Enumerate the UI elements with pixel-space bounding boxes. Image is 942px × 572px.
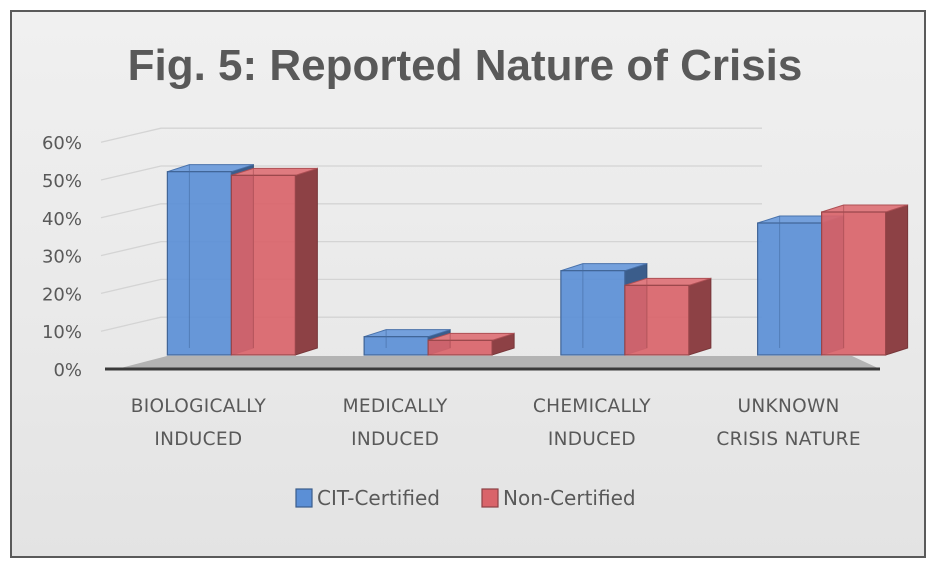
x-tick-label: BIOLOGICALLY xyxy=(131,396,267,417)
y-tick-label: 10% xyxy=(42,322,82,343)
bar-front xyxy=(624,284,690,356)
x-tick-label: INDUCED xyxy=(351,429,439,450)
gridline xyxy=(100,240,762,257)
gridline xyxy=(100,165,762,181)
x-tick-label: UNKNOWN xyxy=(738,396,840,417)
bar-front xyxy=(230,174,296,356)
x-tick-label: CHEMICALLY xyxy=(533,396,651,417)
x-tick-label: MEDICALLY xyxy=(343,396,448,417)
chart-title: Fig. 5: Reported Nature of Crisis xyxy=(128,41,803,90)
bar-side xyxy=(688,277,712,356)
y-tick-label: 0% xyxy=(53,360,82,381)
bar-front xyxy=(821,211,887,356)
x-tick-label: INDUCED xyxy=(548,429,636,450)
bars xyxy=(166,163,909,356)
bar-front xyxy=(427,339,493,356)
axes: 0% 10% 20% 30% 40% 50% 60% BIOLOGICALLY INDUCED M… xyxy=(42,133,880,450)
legend-label: CIT-Certified xyxy=(317,486,440,510)
x-tick-label: INDUCED xyxy=(154,429,242,450)
bar-front xyxy=(560,270,626,356)
bar-side xyxy=(885,204,909,356)
gridline xyxy=(100,203,762,219)
bar xyxy=(230,167,318,356)
bar-front xyxy=(363,336,429,356)
bar-front xyxy=(757,222,823,356)
legend: CIT-Certified Non-Certified xyxy=(295,486,636,510)
chart-floor xyxy=(117,356,880,369)
bar xyxy=(427,332,515,356)
legend-swatch xyxy=(295,488,313,508)
bar xyxy=(821,204,909,356)
bar xyxy=(624,277,712,356)
gridline xyxy=(100,127,762,143)
x-tick-label: CRISIS NATURE xyxy=(716,429,860,450)
floor-plane xyxy=(117,356,880,369)
bar-front xyxy=(166,171,232,356)
legend-label: Non-Certified xyxy=(503,486,636,510)
y-tick-label: 60% xyxy=(42,133,82,154)
y-tick-label: 30% xyxy=(42,247,82,268)
y-tick-label: 50% xyxy=(42,171,82,192)
bar-side xyxy=(294,167,318,356)
y-tick-label: 20% xyxy=(42,284,82,305)
y-tick-label: 40% xyxy=(42,209,82,230)
legend-swatch xyxy=(481,488,499,508)
